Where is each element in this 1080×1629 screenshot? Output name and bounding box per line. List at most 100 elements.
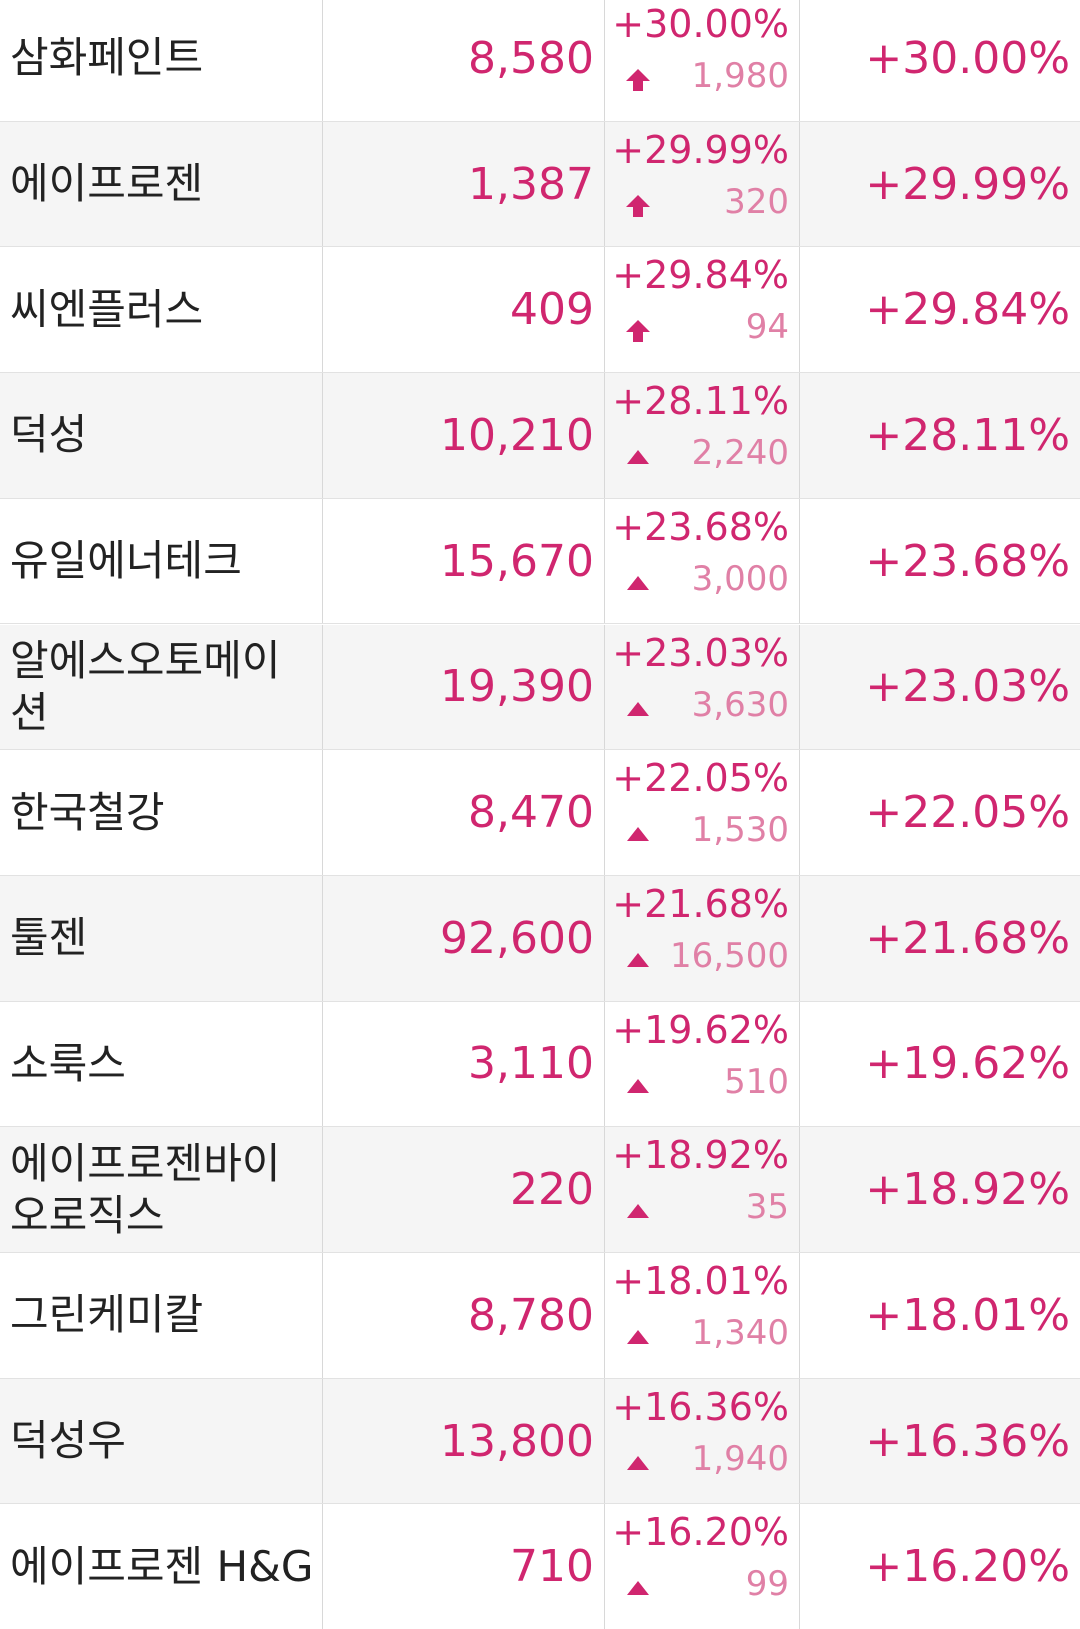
up-icon xyxy=(627,450,649,465)
stock-row[interactable]: 그린케미칼 8,780 +18.01% 1,340 +18.01% xyxy=(0,1253,1080,1379)
change-amount: 99 xyxy=(745,1564,789,1605)
stock-price: 10,210 xyxy=(323,373,605,498)
limit-up-icon xyxy=(626,320,650,343)
change-cell: +29.84% 94 xyxy=(605,247,800,373)
change-amount: 1,530 xyxy=(691,810,789,851)
fluctuation-rate: +23.68% xyxy=(865,535,1070,587)
arrow-shape xyxy=(627,1330,649,1344)
fluctuation-rate: +28.11% xyxy=(865,409,1070,461)
stock-name: 소룩스 xyxy=(0,1001,323,1127)
arrow-shape xyxy=(626,320,650,343)
change-rate: +16.36% xyxy=(612,1384,789,1429)
stock-name: 알에스오토메이션 xyxy=(0,624,323,750)
change-cell: +30.00% 1,980 xyxy=(605,0,800,121)
stock-row[interactable]: 에이프로젠 1,387 +29.99% 320 +29.99% xyxy=(0,121,1080,248)
fluctuation-rate: +16.36% xyxy=(865,1415,1070,1467)
stock-price: 409 xyxy=(323,247,605,373)
stock-price: 13,800 xyxy=(323,1378,605,1504)
change-amount: 320 xyxy=(724,181,789,222)
stock-row[interactable]: 덕성우 13,800 +16.36% 1,940 +16.36% xyxy=(0,1378,1080,1505)
fluctuation-rate: +23.03% xyxy=(865,661,1070,713)
stock-name: 에이프로젠 xyxy=(0,121,323,247)
stock-name: 씨엔플러스 xyxy=(0,247,323,373)
change-rate: +19.62% xyxy=(612,1007,789,1052)
fluctuation-rate: +16.20% xyxy=(865,1541,1070,1593)
change-cell: +23.03% 3,630 xyxy=(605,624,800,750)
change-amount: 510 xyxy=(724,1061,789,1102)
stock-row[interactable]: 알에스오토메이션 19,390 +23.03% 3,630 +23.03% xyxy=(0,624,1080,751)
change-rate: +23.68% xyxy=(612,504,789,549)
stock-row[interactable]: 툴젠 92,600 +21.68% 16,500 +21.68% xyxy=(0,875,1080,1002)
fluctuation-rate: +29.99% xyxy=(865,158,1070,210)
stock-name: 에이프로젠바이오로직스 xyxy=(0,1127,323,1252)
change-amount: 3,630 xyxy=(691,684,789,725)
limit-up-icon xyxy=(626,69,650,91)
stock-row[interactable]: 덕성 10,210 +28.11% 2,240 +28.11% xyxy=(0,373,1080,499)
stock-price: 8,470 xyxy=(323,750,605,875)
stock-price: 92,600 xyxy=(323,875,605,1001)
stock-name: 그린케미칼 xyxy=(0,1253,323,1378)
change-rate: +16.20% xyxy=(612,1510,789,1555)
arrow-shape xyxy=(627,450,649,465)
arrow-shape xyxy=(627,1078,649,1093)
change-cell: +18.01% 1,340 xyxy=(605,1253,800,1378)
stock-row[interactable]: 소룩스 3,110 +19.62% 510 +19.62% xyxy=(0,1001,1080,1128)
change-amount: 16,500 xyxy=(670,935,789,976)
stock-row[interactable]: 한국철강 8,470 +22.05% 1,530 +22.05% xyxy=(0,750,1080,876)
stock-price: 220 xyxy=(323,1127,605,1252)
change-cell: +16.36% 1,940 xyxy=(605,1378,800,1504)
arrow-shape xyxy=(627,827,649,842)
arrow-shape xyxy=(626,69,650,91)
arrow-shape xyxy=(627,575,649,590)
stock-name: 유일에너테크 xyxy=(0,498,323,624)
stock-row[interactable]: 에이프로젠 H&G 710 +16.20% 99 +16.20% xyxy=(0,1504,1080,1629)
stock-price: 1,387 xyxy=(323,121,605,247)
up-icon xyxy=(627,575,649,590)
arrow-shape xyxy=(627,952,649,967)
stock-row[interactable]: 씨엔플러스 409 +29.84% 94 +29.84% xyxy=(0,247,1080,374)
change-cell: +23.68% 3,000 xyxy=(605,498,800,624)
up-icon xyxy=(627,1455,649,1470)
limit-up-icon xyxy=(626,194,650,217)
arrow-shape xyxy=(626,194,650,217)
stock-name: 에이프로젠 H&G xyxy=(0,1504,323,1629)
fluctuation-rate: +21.68% xyxy=(865,912,1070,964)
change-cell: +21.68% 16,500 xyxy=(605,875,800,1001)
stock-row[interactable]: 삼화페인트 8,580 +30.00% 1,980 +30.00% xyxy=(0,0,1080,122)
change-amount: 1,980 xyxy=(691,56,789,96)
stock-row[interactable]: 유일에너테크 15,670 +23.68% 3,000 +23.68% xyxy=(0,498,1080,625)
change-rate: +23.03% xyxy=(612,630,789,675)
change-cell: +29.99% 320 xyxy=(605,121,800,247)
arrow-shape xyxy=(627,701,649,716)
change-amount: 1,940 xyxy=(691,1438,789,1479)
stock-name: 삼화페인트 xyxy=(0,0,323,121)
stock-price: 8,780 xyxy=(323,1253,605,1378)
change-amount: 3,000 xyxy=(691,558,789,599)
arrow-shape xyxy=(627,1581,649,1596)
change-amount: 94 xyxy=(745,307,789,348)
change-amount: 1,340 xyxy=(691,1313,789,1353)
change-cell: +16.20% 99 xyxy=(605,1504,800,1629)
up-icon xyxy=(627,701,649,716)
stock-name: 덕성우 xyxy=(0,1378,323,1504)
stock-name: 툴젠 xyxy=(0,875,323,1001)
up-icon xyxy=(627,1078,649,1093)
stock-name: 한국철강 xyxy=(0,750,323,875)
up-icon xyxy=(627,1581,649,1596)
stock-price: 15,670 xyxy=(323,498,605,624)
change-rate: +22.05% xyxy=(612,756,789,801)
arrow-shape xyxy=(627,1455,649,1470)
change-amount: 2,240 xyxy=(691,433,789,474)
change-cell: +28.11% 2,240 xyxy=(605,373,800,498)
stock-price: 3,110 xyxy=(323,1001,605,1127)
change-rate: +29.84% xyxy=(612,253,789,298)
stock-row[interactable]: 에이프로젠바이오로직스 220 +18.92% 35 +18.92% xyxy=(0,1127,1080,1253)
change-rate: +18.92% xyxy=(612,1133,789,1178)
change-cell: +22.05% 1,530 xyxy=(605,750,800,875)
up-icon xyxy=(627,827,649,842)
fluctuation-rate: +18.92% xyxy=(865,1164,1070,1216)
up-icon xyxy=(627,1204,649,1219)
fluctuation-rate: +19.62% xyxy=(865,1038,1070,1090)
up-icon xyxy=(627,952,649,967)
